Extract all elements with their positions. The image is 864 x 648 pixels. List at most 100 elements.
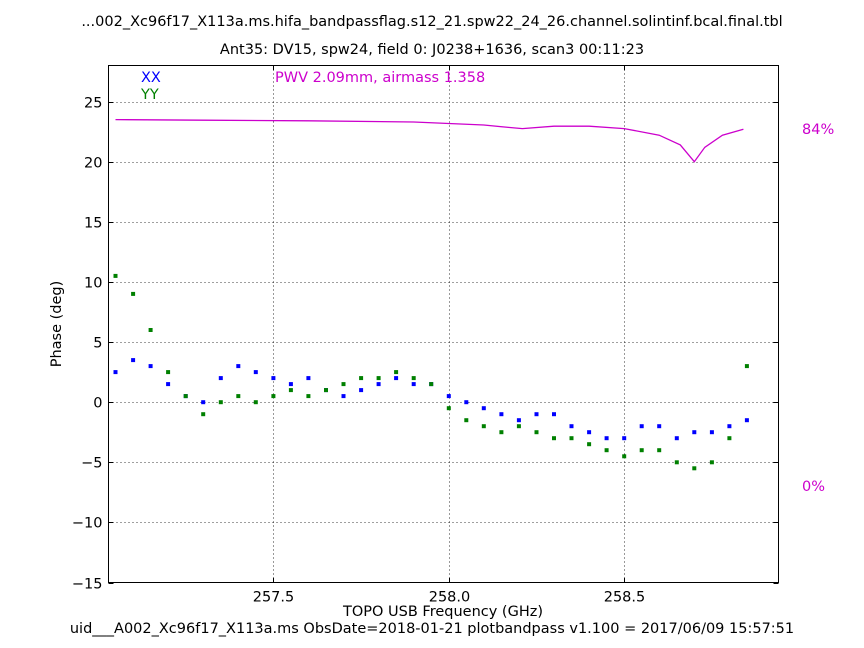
data-point-xx	[657, 424, 662, 429]
right-axis-label-bottom: 0%	[802, 479, 826, 495]
data-point-xx	[166, 382, 171, 387]
y-tick-label: 20	[84, 156, 102, 172]
data-point-xx	[727, 424, 732, 429]
data-point-yy	[201, 412, 206, 417]
data-point-xx	[464, 400, 469, 405]
legend-yy: YY	[141, 87, 159, 103]
data-points-layer	[113, 273, 749, 471]
data-point-yy	[639, 448, 644, 453]
data-point-xx	[692, 430, 697, 435]
data-point-yy	[622, 454, 627, 459]
data-point-xx	[587, 430, 592, 435]
y-tick-label: 5	[93, 336, 102, 352]
data-point-yy	[148, 328, 153, 332]
data-point-yy	[481, 424, 486, 429]
data-point-yy	[183, 394, 188, 399]
footer-text: uid___A002_Xc96f17_X113a.ms ObsDate=2018…	[69, 621, 795, 637]
data-point-xx	[271, 376, 276, 381]
data-point-yy	[569, 436, 574, 441]
data-point-xx	[674, 436, 679, 441]
data-point-yy	[499, 430, 504, 435]
y-tick-label: 25	[84, 96, 102, 112]
data-point-xx	[481, 406, 486, 411]
gridlines	[108, 65, 779, 583]
data-point-yy	[446, 406, 451, 411]
data-point-yy	[306, 394, 311, 399]
data-point-xx	[411, 382, 416, 387]
data-point-yy	[464, 418, 469, 423]
y-tick-label: −10	[72, 516, 103, 532]
data-point-xx	[341, 394, 346, 399]
data-point-yy	[411, 376, 416, 381]
data-point-yy	[516, 424, 521, 429]
data-point-yy	[218, 400, 223, 405]
data-point-xx	[516, 418, 521, 423]
data-point-xx	[131, 358, 136, 363]
x-tick-label: 258.5	[604, 590, 646, 606]
y-tick-label: 0	[93, 396, 102, 412]
data-point-yy	[376, 376, 381, 381]
data-point-xx	[201, 400, 206, 405]
plot-frame	[108, 65, 779, 583]
data-point-yy	[744, 364, 749, 369]
data-point-xx	[288, 382, 293, 387]
y-tick-label: 10	[84, 276, 102, 292]
legend-xx: XX	[141, 70, 161, 86]
x-tick-label: 258.0	[429, 590, 471, 606]
atmosphere-curve	[115, 118, 744, 163]
data-point-xx	[552, 412, 556, 417]
data-point-yy	[236, 394, 241, 399]
y-tick-label: 15	[84, 216, 102, 232]
pwv-annotation: PWV 2.09mm, airmass 1.358	[275, 70, 486, 86]
data-point-yy	[709, 460, 714, 465]
data-point-xx	[113, 370, 118, 375]
data-point-yy	[587, 442, 592, 447]
data-point-yy	[429, 382, 434, 387]
data-point-yy	[359, 376, 364, 381]
y-tick-label: −5	[81, 456, 102, 472]
data-point-yy	[692, 466, 697, 471]
data-point-yy	[324, 388, 328, 393]
data-point-yy	[113, 273, 118, 278]
data-point-yy	[394, 370, 399, 375]
data-point-yy	[604, 448, 609, 453]
y-axis-label: Phase (deg)	[49, 280, 65, 368]
data-point-xx	[218, 376, 223, 381]
data-point-xx	[534, 412, 539, 417]
data-point-yy	[552, 436, 556, 441]
data-point-xx	[394, 376, 399, 381]
right-axis-label-top: 84%	[802, 122, 835, 138]
data-point-yy	[341, 382, 346, 387]
y-tick-label: −15	[72, 577, 103, 593]
data-point-xx	[446, 394, 451, 399]
data-point-yy	[727, 436, 732, 441]
data-point-xx	[569, 424, 574, 429]
x-axis-label: TOPO USB Frequency (GHz)	[343, 604, 543, 620]
data-point-yy	[534, 430, 539, 435]
data-point-yy	[674, 460, 679, 465]
data-point-xx	[253, 370, 258, 375]
atmosphere-curve-layer	[115, 118, 744, 163]
data-point-yy	[657, 448, 662, 453]
data-point-xx	[622, 436, 627, 441]
data-point-xx	[709, 430, 714, 435]
data-point-xx	[376, 382, 381, 387]
data-point-xx	[236, 364, 241, 369]
x-tick-label: 257.5	[253, 590, 295, 606]
chart-subtitle: Ant35: DV15, spw24, field 0: J0238+1636,…	[219, 42, 645, 58]
axis-ticks: −15 −10 −5 0 5 10 15 20 25 257.5 258.0 258.5	[72, 65, 779, 606]
data-point-xx	[148, 364, 153, 369]
data-point-yy	[253, 400, 258, 405]
data-point-yy	[131, 291, 136, 296]
data-point-xx	[744, 418, 749, 423]
data-point-xx	[359, 388, 364, 393]
data-point-xx	[306, 376, 311, 381]
chart-title: ...002_Xc96f17_X113a.ms.hifa_bandpassfla…	[81, 14, 783, 30]
data-point-yy	[271, 394, 276, 399]
data-point-yy	[288, 388, 293, 393]
data-point-xx	[499, 412, 504, 417]
data-point-xx	[604, 436, 609, 441]
data-point-xx	[639, 424, 644, 429]
data-point-yy	[166, 370, 171, 375]
